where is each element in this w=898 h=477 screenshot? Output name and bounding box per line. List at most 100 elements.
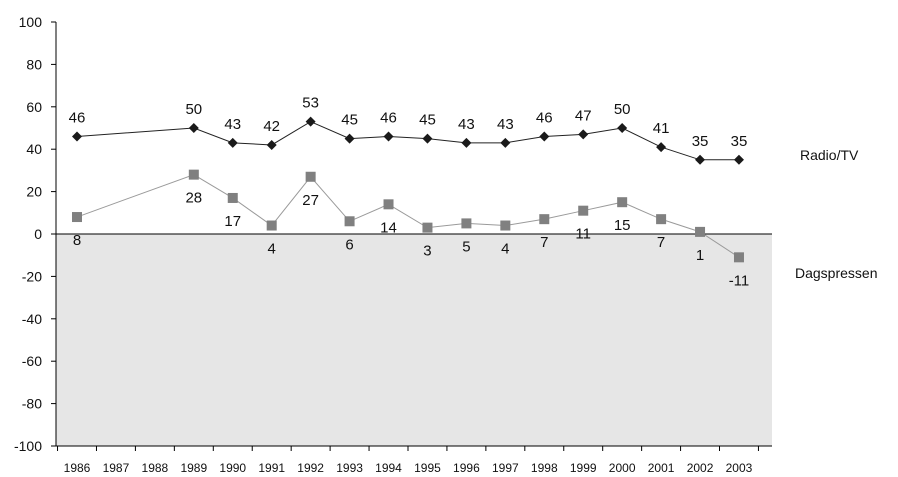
series-name-label: Radio/TV (800, 147, 859, 163)
data-label: 17 (224, 213, 241, 230)
y-tick-label: 0 (34, 226, 42, 242)
y-tick-label: -100 (14, 438, 42, 454)
x-tick-label: 2000 (609, 461, 636, 475)
x-tick-label: 1987 (103, 461, 130, 475)
x-tick-label: 1998 (531, 461, 558, 475)
x-tick-label: 1989 (180, 461, 207, 475)
data-label: 42 (263, 118, 280, 135)
x-tick-label: 1993 (336, 461, 363, 475)
x-tick-label: 1992 (297, 461, 324, 475)
data-label: 15 (614, 217, 631, 234)
series-radio-tv: 46 50 43 42 53 45 46 45 43 43 46 47 50 41 35 35 (69, 95, 748, 165)
data-point (578, 129, 589, 140)
data-point (422, 133, 433, 144)
data-label: 35 (692, 133, 709, 150)
data-point (305, 171, 316, 182)
data-label: 46 (380, 109, 397, 126)
data-point (188, 123, 199, 133)
y-tick-label: 100 (19, 14, 43, 30)
series-line (76, 174, 740, 258)
series-line (76, 121, 739, 161)
data-label: -11 (729, 272, 750, 289)
x-tick-label: 1990 (219, 461, 246, 475)
y-axis-ticks: 100 80 60 40 20 0 -20 -40 -60 -80 -100 (14, 14, 56, 454)
data-point (500, 137, 511, 148)
data-label: 43 (224, 116, 241, 133)
data-point (383, 131, 394, 142)
data-point (188, 169, 199, 180)
y-tick-label: 60 (26, 99, 42, 115)
y-tick-label: -20 (22, 268, 42, 284)
y-tick-label: 80 (26, 56, 42, 72)
data-label: 50 (614, 101, 631, 118)
data-label: 6 (345, 236, 353, 253)
data-point (72, 131, 82, 142)
data-point (617, 197, 628, 208)
data-point (733, 252, 744, 263)
x-tick-label: 1991 (258, 461, 285, 475)
data-label: 45 (341, 112, 358, 129)
x-tick-label: 1988 (142, 461, 169, 475)
data-point (422, 222, 433, 233)
data-label: 27 (302, 192, 319, 209)
x-tick-label: 2001 (648, 461, 675, 475)
data-label: 5 (462, 238, 470, 255)
x-tick-label: 1995 (414, 461, 441, 475)
y-tick-label: -40 (22, 311, 42, 327)
data-label: 43 (458, 116, 475, 133)
data-point (266, 220, 277, 231)
data-point (266, 139, 277, 150)
data-label: 28 (185, 190, 202, 207)
data-label: 3 (423, 243, 431, 260)
data-point (539, 131, 550, 142)
x-tick-label: 1997 (492, 461, 519, 475)
data-point (305, 116, 316, 127)
data-point (656, 214, 667, 225)
x-tick-label: 1996 (453, 461, 480, 475)
x-tick-label: 1986 (64, 461, 91, 475)
y-tick-label: -60 (22, 353, 42, 369)
data-label: 14 (380, 219, 397, 236)
series-names: Radio/TV Dagspressen (795, 147, 878, 281)
series-name-label: Dagspressen (795, 265, 878, 281)
data-label: 35 (731, 133, 748, 150)
x-tick-label: 2003 (726, 461, 753, 475)
data-point (656, 142, 667, 153)
data-point (227, 137, 238, 148)
data-label: 45 (419, 112, 436, 129)
data-point (695, 154, 706, 165)
data-label: 53 (302, 95, 319, 112)
data-point (461, 137, 472, 148)
x-axis-ticks: 1986 1987 1988 1989 1990 1991 1992 1993 1994 1995… (57, 446, 759, 475)
data-label: 1 (696, 247, 704, 264)
data-label: 46 (69, 109, 86, 126)
data-label: 7 (540, 234, 548, 251)
y-tick-label: 20 (26, 184, 42, 200)
data-label: 41 (653, 120, 670, 137)
data-point (695, 226, 706, 237)
data-point (383, 199, 394, 210)
data-label: 8 (73, 232, 81, 249)
data-point (461, 218, 472, 229)
x-tick-label: 1994 (375, 461, 402, 475)
y-tick-label: 40 (26, 141, 42, 157)
data-label: 50 (185, 101, 202, 118)
data-point (344, 133, 355, 144)
data-label: 43 (497, 116, 514, 133)
x-tick-label: 1999 (570, 461, 597, 475)
data-label: 46 (536, 109, 553, 126)
data-point (539, 214, 550, 225)
data-point (500, 220, 511, 231)
y-tick-label: -80 (22, 396, 42, 412)
series-dagspressen: 8 28 17 4 27 6 14 3 5 4 7 11 15 7 1 -11 (72, 169, 750, 289)
data-label: 4 (501, 241, 509, 258)
data-point (72, 212, 82, 223)
data-label: 11 (575, 226, 591, 243)
data-label: 47 (575, 107, 592, 124)
data-point (733, 154, 744, 165)
data-point (227, 192, 238, 203)
data-label: 7 (657, 234, 665, 251)
negative-region (56, 234, 772, 446)
